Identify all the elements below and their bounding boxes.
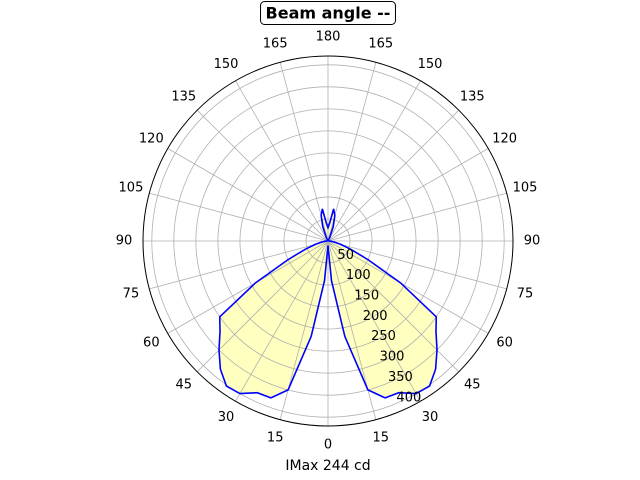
grid-spoke	[327, 240, 421, 402]
r-tick-label: 350	[388, 370, 413, 385]
grid-spoke	[167, 240, 329, 334]
grid-spoke	[235, 80, 329, 242]
theta-tick-label: 120	[139, 132, 164, 147]
theta-tick-label: 180	[316, 30, 341, 45]
grid-spoke	[327, 148, 489, 242]
r-tick-label: 400	[396, 390, 421, 405]
theta-tick-label: 150	[418, 57, 443, 72]
theta-tick-label: 105	[513, 181, 538, 196]
r-tick-label: 100	[346, 268, 371, 283]
grid-spoke	[327, 109, 460, 242]
theta-tick-label: 45	[175, 378, 192, 393]
grid-spoke	[327, 240, 507, 290]
r-tick-label: 250	[371, 329, 396, 344]
theta-tick-label: 135	[171, 89, 196, 104]
grid-spoke	[235, 240, 329, 402]
title-group: Beam angle --	[260, 1, 396, 25]
grid-spoke	[327, 62, 377, 242]
outer-frame	[142, 55, 514, 427]
r-tick-label: 150	[354, 289, 379, 304]
theta-tick-label: 30	[422, 410, 439, 425]
theta-tick-label: 15	[267, 431, 284, 446]
r-tick-label: 300	[380, 350, 405, 365]
theta-tick-label: 60	[143, 336, 160, 351]
beam-line	[218, 208, 438, 399]
theta-tick-label: 15	[373, 431, 390, 446]
grid-spoke	[327, 240, 489, 334]
theta-tick-label: 90	[524, 234, 541, 249]
grid-spoke	[327, 80, 421, 242]
theta-tick-label: 90	[116, 234, 133, 249]
theta-tick-label: 135	[460, 89, 485, 104]
grid-spoke	[196, 109, 329, 242]
x-label: IMax 244 cd	[285, 458, 370, 474]
theta-tick-label: 60	[496, 336, 513, 351]
grid-spoke	[167, 148, 329, 242]
r-tick-label: 200	[363, 309, 388, 324]
grid-spoke	[149, 240, 329, 290]
grid-spoke	[149, 192, 329, 242]
theta-tick-label: 45	[464, 378, 481, 393]
beam-fill	[218, 208, 438, 398]
theta-tick-label: 105	[119, 181, 144, 196]
r-tick-label: 50	[337, 248, 354, 263]
grid-spoke	[279, 62, 329, 242]
theta-tick-label: 165	[263, 36, 288, 51]
theta-tick-label: 75	[123, 286, 140, 301]
theta-tick-label: 30	[218, 410, 235, 425]
chart-title: Beam angle --	[266, 4, 391, 23]
theta-tick-label: 120	[492, 132, 517, 147]
grid-spoke	[327, 192, 507, 242]
title-box	[260, 1, 396, 25]
theta-tick-label: 75	[517, 286, 534, 301]
theta-tick-label: 0	[324, 438, 332, 453]
theta-tick-label: 150	[214, 57, 239, 72]
theta-tick-label: 165	[368, 36, 393, 51]
